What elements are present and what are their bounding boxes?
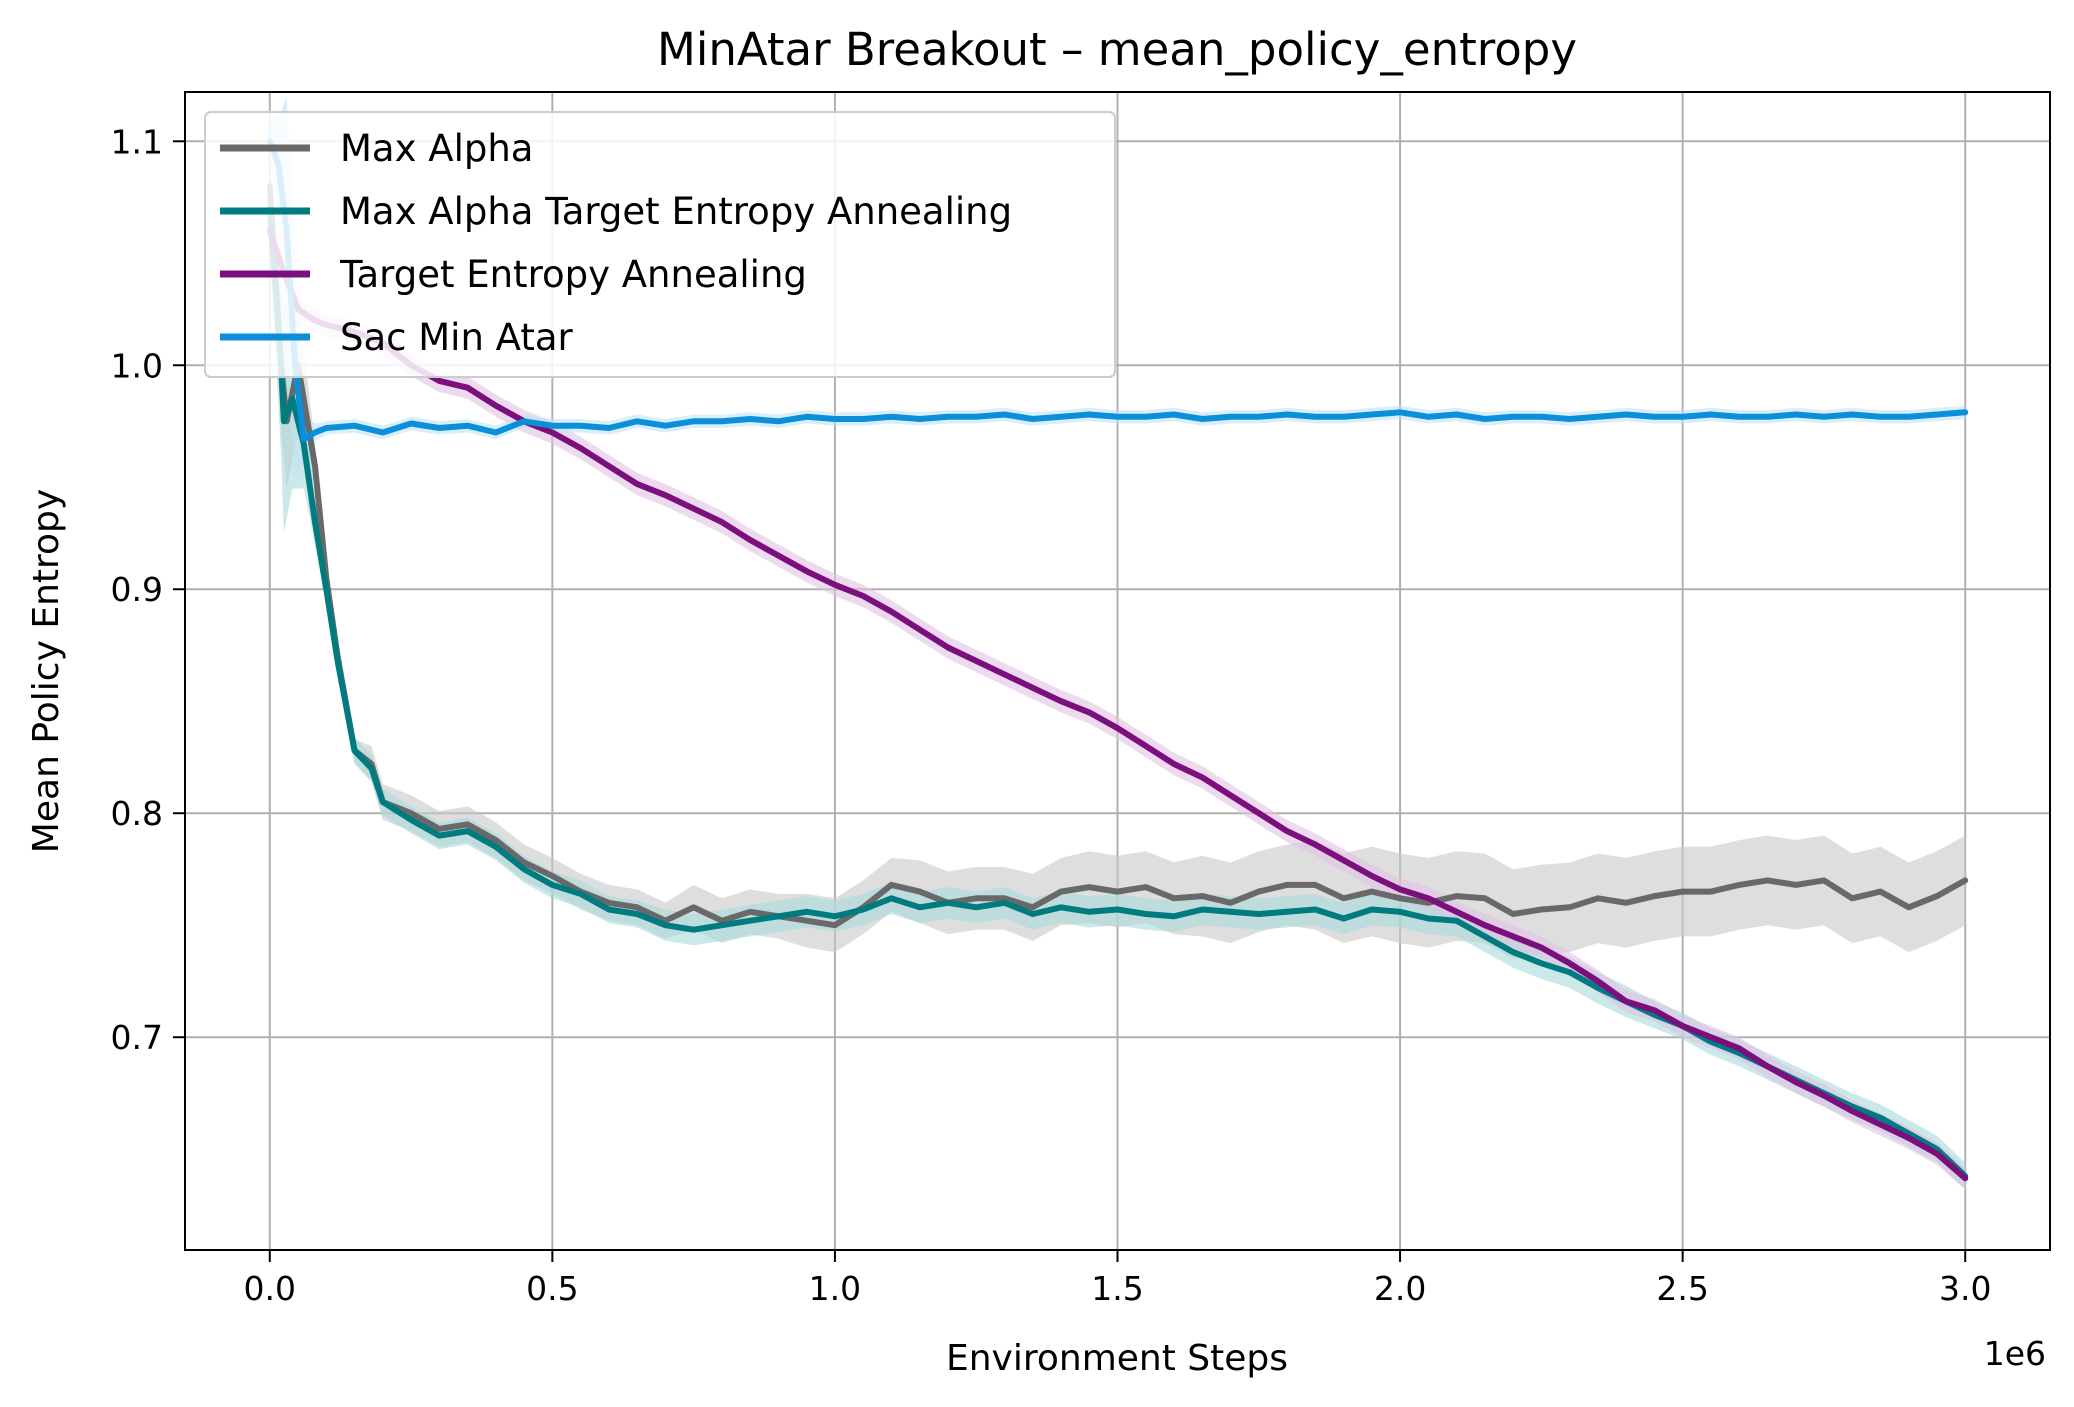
legend-label: Target Entropy Annealing	[339, 253, 807, 296]
legend-label: Max Alpha Target Entropy Annealing	[340, 190, 1012, 233]
series-line	[266, 205, 1969, 1180]
x-tick-label: 0.5	[526, 1269, 578, 1308]
chart-title: MinAtar Breakout – mean_policy_entropy	[657, 23, 1577, 76]
series-line	[266, 227, 1969, 1182]
series-lines	[266, 138, 1969, 1182]
series-line	[266, 138, 1969, 443]
legend-box	[204, 111, 1116, 378]
legend-label: Max Alpha	[340, 127, 533, 170]
series-line	[266, 183, 1969, 929]
x-tick-label: 2.5	[1656, 1269, 1708, 1308]
series-band	[269, 163, 1966, 959]
y-tick-label: 0.7	[111, 1018, 163, 1057]
x-axis-label: Environment Steps	[946, 1338, 1288, 1379]
y-tick-label: 0.9	[111, 570, 163, 609]
x-tick-label: 1.0	[809, 1269, 861, 1308]
x-axis: 0.0 0.5 1.0 1.5 2.0 2.5 3.0	[244, 1250, 1991, 1308]
x-tick-label: 1.5	[1091, 1269, 1143, 1308]
y-tick-label: 1.0	[111, 346, 163, 385]
legend: Max Alpha Max Alpha Target Entropy Anneal…	[204, 111, 1116, 378]
legend-label: Sac Min Atar	[340, 316, 574, 359]
y-axis: 0.7 0.8 0.9 1.0 1.1	[111, 122, 185, 1057]
x-axis-offset-label: 1e6	[1984, 1334, 2046, 1373]
series-band	[269, 163, 1966, 1190]
y-axis-label: Mean Policy Entropy	[26, 489, 67, 853]
y-tick-label: 1.1	[111, 122, 163, 161]
x-tick-label: 0.0	[244, 1269, 296, 1308]
y-tick-label: 0.8	[111, 794, 163, 833]
x-tick-label: 3.0	[1939, 1269, 1991, 1308]
x-tick-label: 2.0	[1374, 1269, 1426, 1308]
